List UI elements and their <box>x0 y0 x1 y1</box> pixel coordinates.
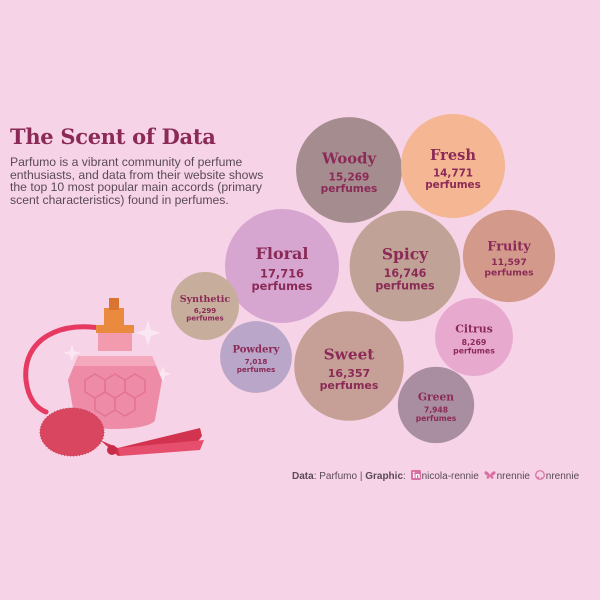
linkedin-icon <box>410 470 421 480</box>
bubble-label-green: Green <box>418 390 454 403</box>
chart-subtitle: Parfumo is a vibrant community of perfum… <box>10 155 264 207</box>
bubble-unit-floral: perfumes <box>252 279 313 293</box>
bubble-circle-powdery <box>220 321 292 393</box>
chart-title: The Scent of Data <box>10 124 216 149</box>
bubble-value-citrus: 8,269 <box>462 338 487 347</box>
bubble-circle-floral <box>225 209 339 323</box>
bubble-unit-citrus: perfumes <box>453 346 495 355</box>
bubble-circle-woody <box>296 117 402 223</box>
bubble-unit-fruity: perfumes <box>484 267 534 278</box>
bubble-circle-synthetic <box>171 272 239 340</box>
bubble-circle-fruity <box>462 209 556 303</box>
bubble-value-powdery: 7,018 <box>245 357 268 366</box>
bubble-value-synthetic: 6,299 <box>194 307 216 315</box>
bubble-label-woody: Woody <box>321 151 376 168</box>
bubble-label-floral: Floral <box>256 244 309 263</box>
bubble-label-sweet: Sweet <box>324 345 375 363</box>
bubble-value-woody: 15,269 <box>329 172 370 184</box>
bubble-unit-sweet: perfumes <box>320 379 379 392</box>
bubble-value-spicy: 16,746 <box>384 267 427 280</box>
bubble-value-green: 7,948 <box>424 406 448 415</box>
graphic-label: Graphic <box>365 471 404 482</box>
bluesky-handle[interactable]: nrennie <box>496 471 530 482</box>
bubble-circle-sweet <box>294 311 404 421</box>
bubble-label-fresh: Fresh <box>430 147 476 164</box>
data-source-value: Parfumo <box>319 471 358 482</box>
github-handle[interactable]: nrennie <box>545 471 580 482</box>
butterfly-icon <box>484 471 496 479</box>
bubble-circle-fresh <box>400 113 506 219</box>
linkedin-handle[interactable]: nicola-rennie <box>421 471 479 482</box>
bubble-label-synthetic: Synthetic <box>180 294 231 305</box>
bubble-value-fresh: 14,771 <box>433 167 473 179</box>
bubble-value-fruity: 11,597 <box>491 257 526 268</box>
bubble-unit-spicy: perfumes <box>375 279 435 292</box>
perfume-bottle-icon <box>23 298 204 457</box>
caption-separator: | <box>359 471 363 482</box>
bubble-label-fruity: Fruity <box>487 239 531 254</box>
bubble-unit-synthetic: perfumes <box>186 314 223 322</box>
bubble-circle-citrus <box>435 298 513 376</box>
bubble-unit-fresh: perfumes <box>425 179 481 191</box>
bubble-value-sweet: 16,357 <box>328 367 370 380</box>
github-icon <box>534 470 545 480</box>
data-source-label: Data <box>292 471 314 482</box>
bubble-label-spicy: Spicy <box>382 244 429 263</box>
bubble-circle-green <box>397 366 475 444</box>
bubble-circle-spicy <box>349 210 461 322</box>
bubble-unit-powdery: perfumes <box>237 365 275 374</box>
bubble-unit-green: perfumes <box>416 414 457 423</box>
bubble-unit-woody: perfumes <box>321 183 378 195</box>
caption: Data: Parfumo | Graphic: nicola-rennie n… <box>292 470 580 482</box>
bubble-label-citrus: Citrus <box>455 322 493 335</box>
bubble-label-powdery: Powdery <box>233 345 281 356</box>
bubble-value-floral: 17,716 <box>260 266 304 280</box>
